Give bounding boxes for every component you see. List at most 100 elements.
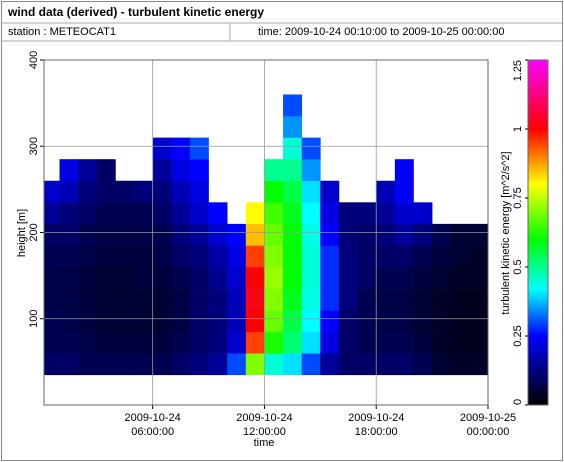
- heat-cell: [376, 180, 396, 203]
- heat-cell: [320, 331, 340, 354]
- y-tick-label: 300: [28, 137, 40, 155]
- colorbar-tick-label: 0: [512, 399, 524, 405]
- heat-cell: [227, 288, 247, 311]
- heat-cell: [115, 202, 135, 225]
- heat-cell: [432, 245, 452, 268]
- heat-cell: [78, 331, 98, 354]
- heat-cell: [78, 223, 98, 246]
- heat-cell: [338, 310, 358, 332]
- heat-cell: [320, 310, 340, 332]
- station: station : METEOCAT1: [8, 26, 116, 38]
- heat-cell: [320, 288, 340, 311]
- heat-cell: [152, 310, 172, 332]
- heat-cell: [227, 353, 247, 376]
- heat-cell: [44, 180, 60, 203]
- heat-cell: [357, 223, 377, 246]
- heat-cell: [59, 310, 79, 332]
- heat-cell: [227, 223, 247, 246]
- heat-cell: [78, 353, 98, 376]
- chart-title: wind data (derived) - turbulent kinetic …: [7, 5, 264, 19]
- heat-cell: [189, 353, 209, 376]
- heat-cell: [320, 267, 340, 289]
- y-tick-label: 400: [28, 51, 40, 69]
- heat-cell: [301, 331, 321, 354]
- heat-cell: [115, 245, 135, 268]
- heat-cell: [96, 353, 116, 376]
- heat-cell: [338, 223, 358, 246]
- heat-cell: [78, 245, 98, 268]
- heat-cell: [376, 267, 396, 289]
- heat-cell: [301, 180, 321, 203]
- heat-cell: [357, 202, 377, 225]
- heat-cell: [152, 245, 172, 268]
- heat-cell: [189, 288, 209, 311]
- heat-cell: [96, 310, 116, 332]
- heat-cell: [78, 202, 98, 225]
- heat-cell: [44, 310, 60, 332]
- heat-cell: [413, 267, 433, 289]
- heat-cell: [189, 159, 209, 182]
- x-tick-label: 2009-10-24 12:00:00: [236, 412, 292, 438]
- heat-cell: [152, 267, 172, 289]
- heat-cell: [301, 202, 321, 225]
- colorbar-tick-label: 1.25: [512, 60, 524, 81]
- heat-cell: [171, 137, 191, 160]
- heat-cell: [96, 202, 116, 225]
- heat-cell: [208, 331, 228, 354]
- heat-cell: [301, 267, 321, 289]
- heat-cell: [376, 331, 396, 354]
- heat-cell: [59, 202, 79, 225]
- heat-cell: [301, 245, 321, 268]
- heat-cell: [301, 310, 321, 332]
- heat-cell: [413, 353, 433, 376]
- heat-cell: [115, 180, 135, 203]
- heat-cell: [376, 353, 396, 376]
- heat-cell: [469, 245, 489, 268]
- heat-cell: [115, 331, 135, 354]
- heat-cell: [432, 288, 452, 311]
- heat-cell: [171, 202, 191, 225]
- heat-cell: [78, 267, 98, 289]
- heat-cell: [283, 223, 303, 246]
- heat-cell: [59, 331, 79, 354]
- heat-cell: [245, 331, 265, 354]
- heat-cell: [245, 310, 265, 332]
- heat-cell: [283, 180, 303, 203]
- heat-cell: [208, 245, 228, 268]
- heat-cell: [59, 267, 79, 289]
- heat-cell: [44, 223, 60, 246]
- heat-cell: [450, 288, 470, 311]
- heat-cell: [96, 223, 116, 246]
- heat-cell: [227, 310, 247, 332]
- heat-cell: [78, 310, 98, 332]
- heat-cell: [413, 223, 433, 246]
- heat-cell: [264, 159, 284, 182]
- x-tick-label: 2009-10-24 18:00:00: [348, 412, 404, 438]
- plot-border: [43, 59, 489, 406]
- heat-cell: [394, 288, 414, 311]
- heat-cell: [264, 223, 284, 246]
- heat-cell: [152, 180, 172, 203]
- y-axis-label: height [m]: [16, 209, 28, 257]
- heat-cell: [283, 94, 303, 117]
- colorbar-tick-label: 0.75: [512, 187, 524, 208]
- colorbar-tick-label: 1: [512, 126, 524, 132]
- heat-cell: [152, 288, 172, 311]
- colorbar-label: turbulent kinetic energy [m^2/s^2]: [500, 151, 512, 314]
- heat-cell: [44, 331, 60, 354]
- heat-cell: [245, 288, 265, 311]
- heat-cell: [264, 331, 284, 354]
- heat-cell: [413, 202, 433, 225]
- heat-cell: [44, 267, 60, 289]
- heat-cell: [338, 245, 358, 268]
- heat-cell: [413, 245, 433, 268]
- heat-cell: [338, 288, 358, 311]
- heat-cell: [413, 310, 433, 332]
- heat-cell: [227, 245, 247, 268]
- heat-cell: [189, 267, 209, 289]
- heat-cell: [78, 288, 98, 311]
- heat-cell: [134, 223, 153, 246]
- heat-cell: [59, 223, 79, 246]
- heat-cell: [301, 137, 321, 160]
- heat-cell: [301, 353, 321, 376]
